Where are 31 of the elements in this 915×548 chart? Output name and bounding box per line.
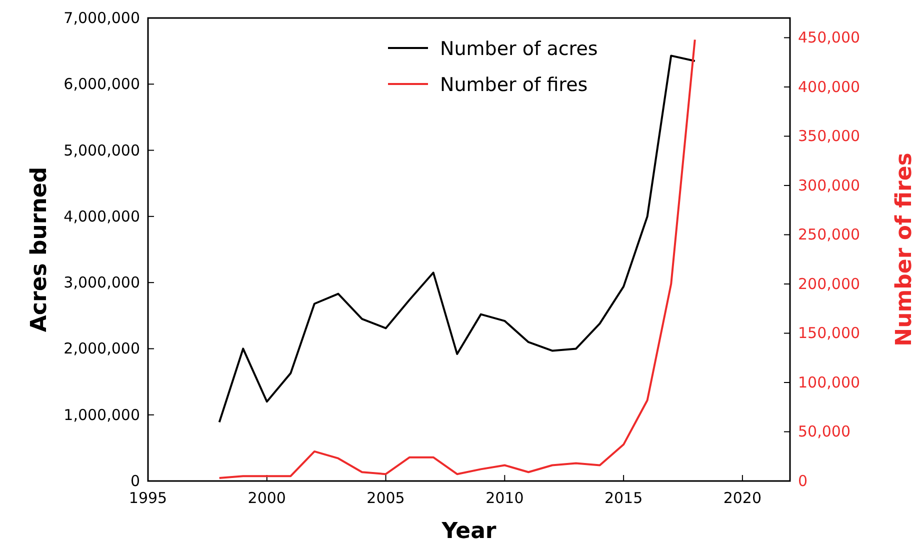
y2-axis-title: Number of fires [892,152,915,346]
x-tick-label: 2015 [604,489,643,507]
y2-tick-label: 150,000 [798,324,860,342]
x-tick-label: 2010 [486,489,524,507]
y-tick-label: 4,000,000 [64,207,140,226]
y-tick-label: 5,000,000 [64,141,140,160]
y2-tick-label: 400,000 [798,78,860,96]
line-series [218,54,696,424]
x-tick-label: 2005 [366,489,405,507]
y2-tick-label: 200,000 [798,274,860,293]
x-tick-label: 2020 [723,489,762,507]
y-tick-label: 3,000,000 [64,274,140,292]
y-tick-label: 0 [130,472,140,490]
y2-tick-label: 50,000 [798,422,850,441]
x-tick-label: 1995 [128,489,168,507]
y2-tick-label: 0 [798,472,808,490]
y-tick-label: 1,000,000 [64,406,140,424]
y2-tick-label: 350,000 [798,127,860,146]
legend-label: Number of fires [440,74,588,96]
y-tick-label: 7,000,000 [64,9,140,27]
x-tick-label: 2000 [248,489,286,507]
y2-tick-label: 300,000 [798,176,860,194]
y-tick-label: 6,000,000 [64,75,140,94]
y2-tick-label: 100,000 [798,373,860,392]
y-axis-title: Acres burned [27,166,52,332]
line-series [218,38,696,480]
y-tick-label: 2,000,000 [64,340,140,358]
y2-tick-label: 450,000 [798,28,860,47]
legend-label: Number of acres [440,38,598,60]
x-axis-title: Year [440,519,496,544]
y2-tick-label: 250,000 [798,226,860,244]
